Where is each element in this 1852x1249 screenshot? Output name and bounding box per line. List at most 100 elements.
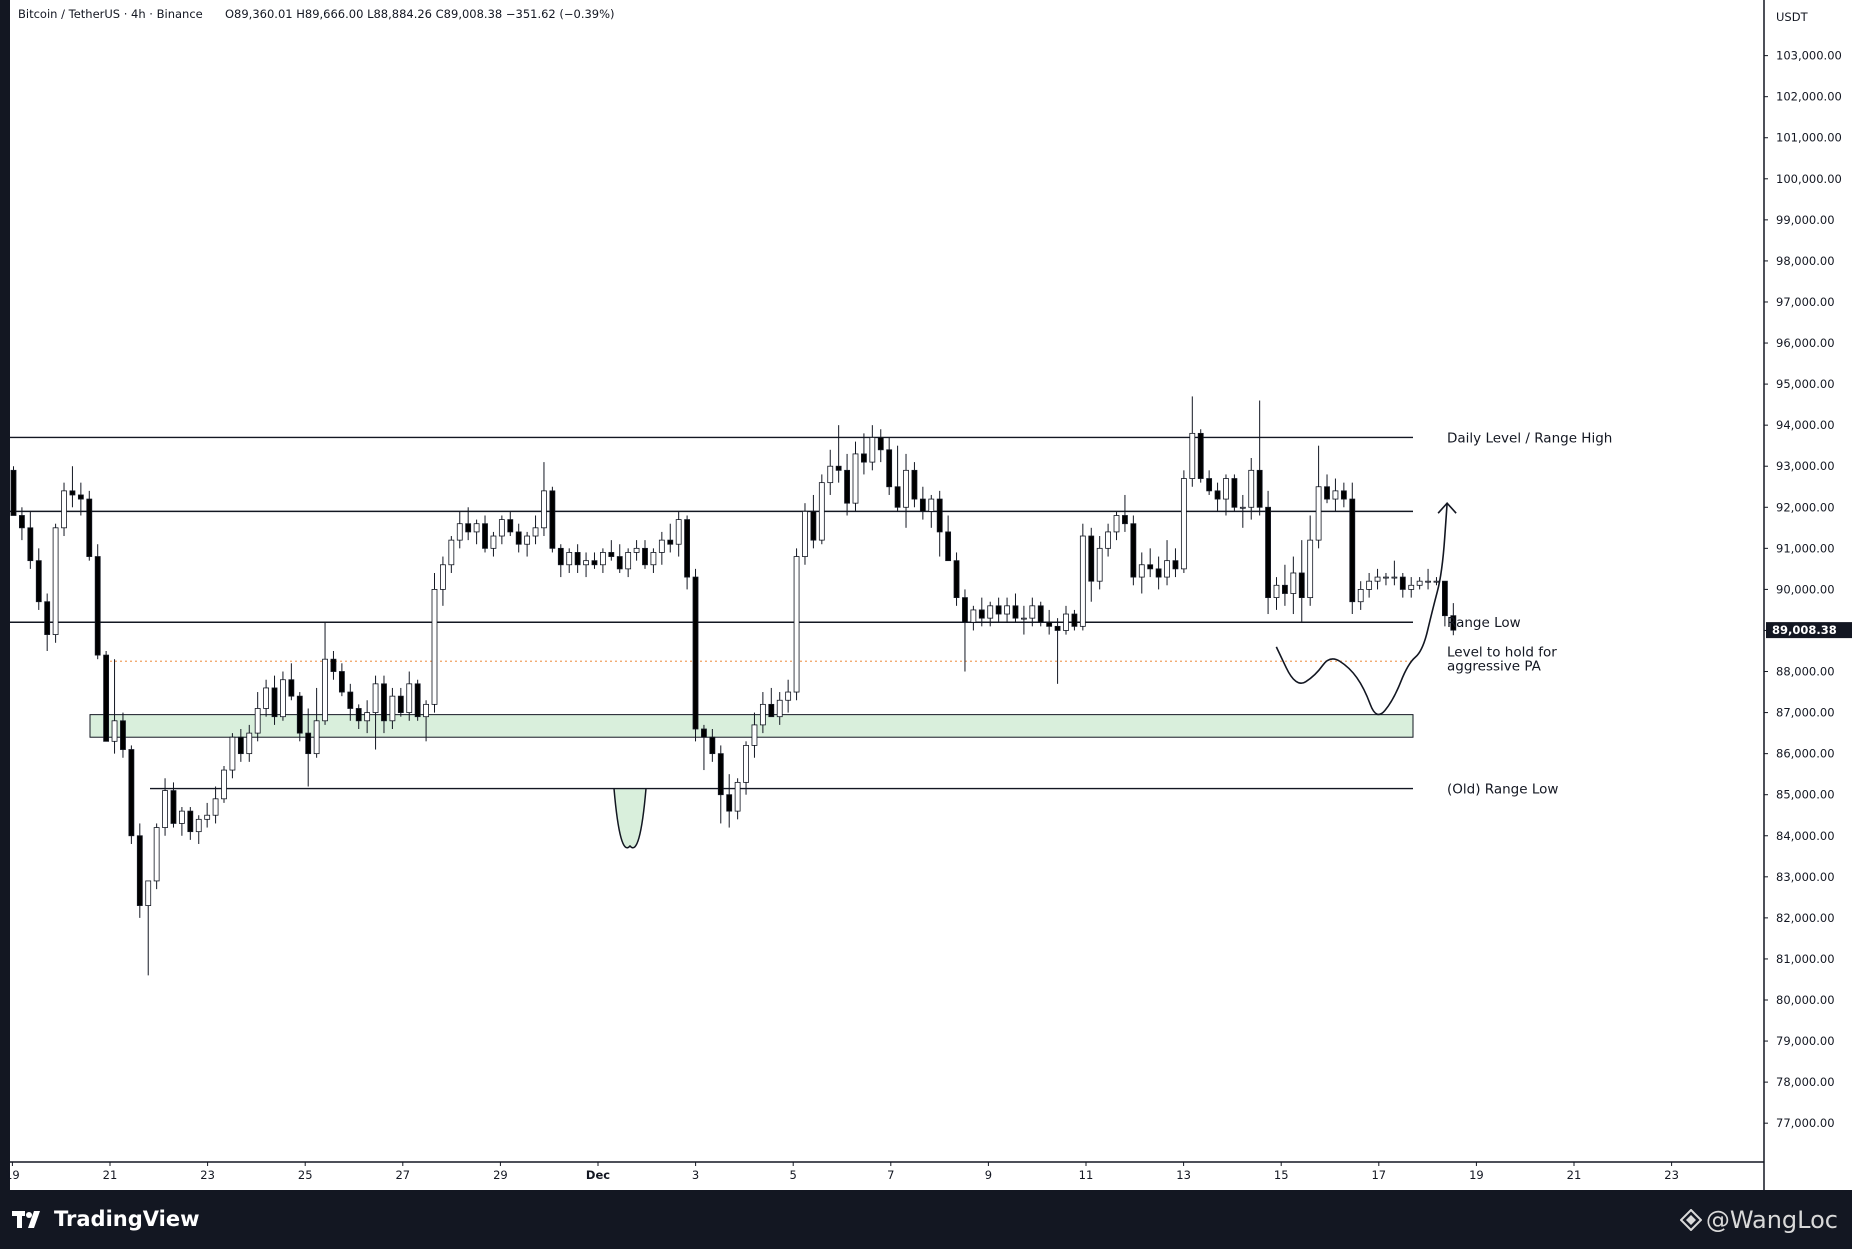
candle[interactable] xyxy=(170,782,177,828)
candle[interactable] xyxy=(1004,597,1010,623)
candle[interactable] xyxy=(322,622,328,725)
candle[interactable] xyxy=(802,503,808,565)
candle[interactable] xyxy=(61,482,67,537)
candle[interactable] xyxy=(1063,605,1069,635)
candle[interactable] xyxy=(1155,556,1162,590)
candle[interactable] xyxy=(1088,527,1095,602)
candle[interactable] xyxy=(1239,494,1246,528)
candle[interactable] xyxy=(608,540,615,561)
tradingview-brand[interactable]: TradingView xyxy=(12,1204,199,1234)
candle[interactable] xyxy=(633,540,640,561)
candle[interactable] xyxy=(44,593,51,651)
candle[interactable] xyxy=(650,548,657,573)
candle[interactable] xyxy=(1248,458,1255,520)
candle[interactable] xyxy=(372,675,379,750)
candle[interactable] xyxy=(103,650,110,742)
candle[interactable] xyxy=(296,692,303,742)
candle[interactable] xyxy=(928,494,935,528)
candle[interactable] xyxy=(330,650,337,680)
candle[interactable] xyxy=(246,724,253,762)
candle[interactable] xyxy=(162,778,168,836)
candle[interactable] xyxy=(515,523,522,553)
candle[interactable] xyxy=(1147,548,1154,578)
candle[interactable] xyxy=(1442,580,1448,627)
candle[interactable] xyxy=(759,692,766,734)
candle[interactable] xyxy=(810,494,817,549)
candle[interactable] xyxy=(953,552,960,606)
candle[interactable] xyxy=(1122,494,1128,532)
candle[interactable] xyxy=(541,462,547,537)
candle[interactable] xyxy=(204,802,211,828)
candle[interactable] xyxy=(498,515,505,545)
candle[interactable] xyxy=(1071,609,1078,631)
candle[interactable] xyxy=(1315,445,1322,549)
candle[interactable] xyxy=(1273,577,1280,610)
candle[interactable] xyxy=(187,807,194,840)
candle[interactable] xyxy=(27,511,34,569)
candle[interactable] xyxy=(1037,601,1044,627)
candle[interactable] xyxy=(507,511,514,537)
candle[interactable] xyxy=(987,601,994,627)
candle[interactable] xyxy=(1324,474,1330,504)
candle[interactable] xyxy=(1416,577,1423,590)
candle[interactable] xyxy=(482,515,488,553)
candle[interactable] xyxy=(1408,577,1415,598)
candle[interactable] xyxy=(600,548,606,573)
candle[interactable] xyxy=(1298,540,1305,623)
candle[interactable] xyxy=(1366,572,1373,598)
candle[interactable] xyxy=(557,544,564,578)
candle[interactable] xyxy=(995,597,1002,623)
candle[interactable] xyxy=(305,708,312,787)
candle[interactable] xyxy=(692,568,699,742)
candle[interactable] xyxy=(1282,564,1288,606)
candle[interactable] xyxy=(1189,396,1196,487)
candle[interactable] xyxy=(229,733,236,779)
candle[interactable] xyxy=(1265,490,1271,615)
candle[interactable] xyxy=(111,659,118,754)
candle[interactable] xyxy=(1374,568,1381,590)
candle[interactable] xyxy=(381,675,387,734)
candle[interactable] xyxy=(625,548,632,578)
candle[interactable] xyxy=(1256,400,1263,516)
candle[interactable] xyxy=(364,700,371,734)
candle[interactable] xyxy=(1079,523,1086,631)
candle[interactable] xyxy=(743,741,749,795)
candle[interactable] xyxy=(827,449,834,495)
candle[interactable] xyxy=(1214,482,1221,512)
candle[interactable] xyxy=(1029,597,1036,627)
candle[interactable] xyxy=(1138,552,1145,594)
candle[interactable] xyxy=(1096,536,1103,590)
candle[interactable] xyxy=(414,679,421,721)
time-axis[interactable]: 19 21 23 25 27 29 Dec 3 5 7 9 11 13 15 17 19 21 23 xyxy=(5,1162,1679,1182)
candle[interactable] xyxy=(120,712,126,758)
candle[interactable] xyxy=(675,511,682,557)
candle[interactable] xyxy=(658,531,665,565)
candle[interactable] xyxy=(1105,523,1111,557)
candle[interactable] xyxy=(574,544,581,573)
candle[interactable] xyxy=(69,466,76,508)
candle[interactable] xyxy=(1290,556,1297,615)
candle[interactable] xyxy=(1054,618,1061,684)
candle[interactable] xyxy=(717,745,724,824)
candle[interactable] xyxy=(52,523,59,643)
candle[interactable] xyxy=(591,552,598,569)
candle[interactable] xyxy=(776,692,783,725)
candle[interactable] xyxy=(936,490,943,557)
candle[interactable] xyxy=(1113,511,1120,541)
candle[interactable] xyxy=(1349,482,1356,615)
candle[interactable] xyxy=(911,462,918,508)
candle[interactable] xyxy=(1425,568,1431,590)
candle[interactable] xyxy=(448,536,455,573)
candle[interactable] xyxy=(835,425,842,483)
candle[interactable] xyxy=(271,675,278,725)
candle[interactable] xyxy=(153,823,160,890)
candle[interactable] xyxy=(709,729,716,762)
candle[interactable] xyxy=(734,778,741,820)
candle[interactable] xyxy=(566,548,573,573)
candle[interactable] xyxy=(642,540,648,569)
candle[interactable] xyxy=(237,729,244,762)
candle[interactable] xyxy=(431,572,438,713)
candle[interactable] xyxy=(1223,474,1229,516)
candle[interactable] xyxy=(423,700,429,742)
candle[interactable] xyxy=(19,507,25,541)
